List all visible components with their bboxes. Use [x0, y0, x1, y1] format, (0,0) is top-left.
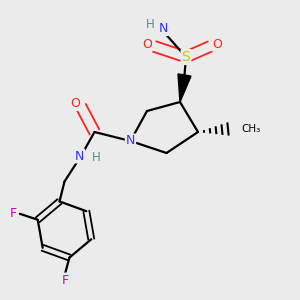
Text: S: S — [182, 50, 190, 64]
Text: H: H — [146, 17, 154, 31]
Text: O: O — [142, 38, 152, 51]
Text: F: F — [61, 274, 68, 286]
Text: F: F — [10, 207, 17, 220]
Text: H: H — [92, 151, 100, 164]
Text: N: N — [75, 149, 84, 163]
Text: N: N — [126, 134, 135, 148]
Text: CH₃: CH₃ — [242, 124, 261, 134]
Text: N: N — [159, 22, 168, 35]
Text: O: O — [70, 97, 80, 110]
Text: O: O — [213, 38, 222, 51]
Polygon shape — [178, 74, 191, 102]
